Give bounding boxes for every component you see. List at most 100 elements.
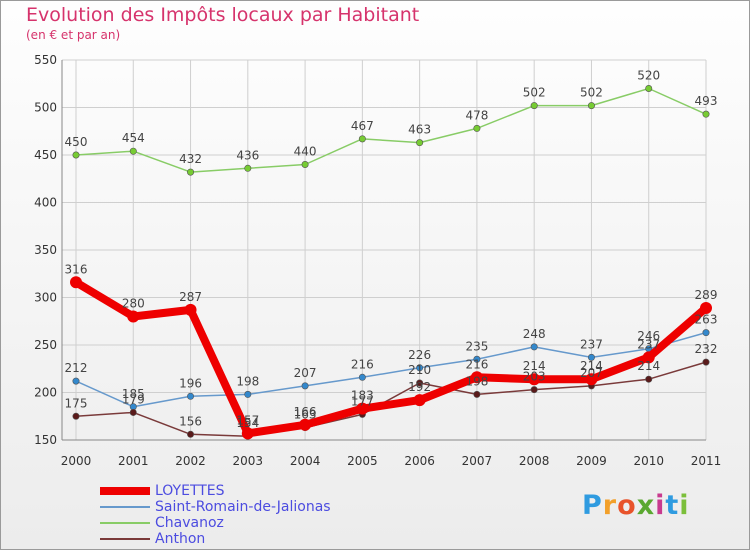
- data-label: 316: [65, 262, 88, 276]
- data-label: 432: [179, 152, 202, 166]
- data-point: [530, 386, 538, 394]
- legend-item: Anthon: [100, 531, 400, 547]
- data-point: [416, 364, 424, 372]
- data-label: 212: [65, 361, 88, 375]
- y-tick-label: 150: [34, 433, 57, 447]
- data-label: 210: [408, 363, 431, 377]
- data-label: 478: [465, 108, 488, 122]
- data-point: [244, 164, 252, 172]
- data-label: 248: [523, 327, 546, 341]
- data-label: 214: [580, 359, 603, 373]
- data-point: [528, 373, 541, 386]
- data-label: 263: [695, 313, 718, 327]
- legend-swatch: [100, 487, 150, 495]
- data-point: [301, 161, 309, 169]
- y-tick-label: 350: [34, 243, 57, 257]
- series-line: [75, 331, 707, 408]
- data-point: [299, 418, 312, 431]
- data-label: 175: [65, 396, 88, 410]
- data-label: 246: [637, 329, 660, 343]
- data-point: [356, 402, 369, 415]
- data-label: 216: [351, 357, 374, 371]
- data-point: [72, 377, 80, 385]
- data-point: [587, 102, 595, 110]
- x-tick-label: 2000: [61, 454, 92, 468]
- series-line: [75, 87, 707, 173]
- data-point: [473, 124, 481, 132]
- x-tick-label: 2002: [175, 454, 206, 468]
- data-point: [129, 408, 137, 416]
- data-label: 450: [65, 135, 88, 149]
- data-label: 154: [236, 416, 259, 430]
- data-label: 214: [523, 359, 546, 373]
- data-point: [244, 390, 252, 398]
- data-point: [473, 355, 481, 363]
- data-label: 436: [236, 148, 259, 162]
- logo-letter: x: [636, 490, 656, 521]
- data-label: 493: [695, 94, 718, 108]
- data-point: [187, 430, 195, 438]
- data-label: 280: [122, 297, 145, 311]
- data-label: 454: [122, 131, 145, 145]
- data-point: [645, 85, 653, 93]
- chart-title: Evolution des Impôts locaux par Habitant: [26, 4, 420, 26]
- data-point: [702, 110, 710, 118]
- y-tick-label: 500: [34, 101, 57, 115]
- data-label: 237: [637, 337, 660, 351]
- y-tick-label: 550: [34, 53, 57, 67]
- data-point: [642, 351, 655, 364]
- chart-subtitle: (en € et par an): [26, 28, 121, 42]
- legend-label: Saint-Romain-de-Jalionas: [155, 499, 331, 515]
- data-label: 196: [179, 376, 202, 390]
- data-label: 440: [294, 145, 317, 159]
- logo-letter: i: [679, 490, 690, 521]
- data-label: 214: [637, 359, 660, 373]
- data-point: [473, 390, 481, 398]
- y-tick-label: 250: [34, 338, 57, 352]
- data-point: [645, 375, 653, 383]
- data-label: 520: [637, 69, 660, 83]
- legend-swatch: [100, 538, 150, 540]
- series-line: [75, 361, 707, 437]
- data-label: 156: [179, 414, 202, 428]
- data-label: 502: [580, 86, 603, 100]
- data-label: 463: [408, 123, 431, 137]
- data-point: [301, 382, 309, 390]
- data-label: 192: [408, 380, 431, 394]
- x-tick-label: 2007: [462, 454, 493, 468]
- data-point: [700, 301, 712, 314]
- data-label: 235: [465, 339, 488, 353]
- data-label: 166: [294, 405, 317, 419]
- x-tick-label: 2003: [233, 454, 264, 468]
- data-point: [127, 310, 140, 323]
- x-tick-label: 2009: [576, 454, 607, 468]
- data-point: [413, 394, 426, 407]
- data-point: [416, 139, 424, 147]
- y-tick-label: 300: [34, 291, 57, 305]
- data-point: [358, 135, 366, 143]
- data-point: [470, 371, 483, 384]
- data-label: 177: [351, 394, 374, 408]
- data-label: 467: [351, 119, 374, 133]
- x-tick-label: 2010: [633, 454, 664, 468]
- legend-label: Chavanoz: [155, 515, 224, 531]
- data-label: 207: [294, 366, 317, 380]
- x-tick-label: 2005: [347, 454, 378, 468]
- data-label: 502: [523, 86, 546, 100]
- data-label: 179: [122, 392, 145, 406]
- data-point: [585, 373, 598, 386]
- legend-label: LOYETTES: [155, 483, 225, 499]
- data-label: 203: [523, 370, 546, 384]
- data-label: 157: [236, 413, 259, 427]
- legend-swatch: [100, 522, 150, 524]
- y-tick-label: 200: [34, 386, 57, 400]
- x-tick-label: 2004: [290, 454, 321, 468]
- legend-item: Saint-Romain-de-Jalionas: [100, 499, 400, 515]
- data-point: [72, 151, 80, 159]
- data-label: 287: [179, 290, 202, 304]
- y-tick-label: 400: [34, 196, 57, 210]
- data-label: 237: [580, 337, 603, 351]
- data-point: [530, 343, 538, 351]
